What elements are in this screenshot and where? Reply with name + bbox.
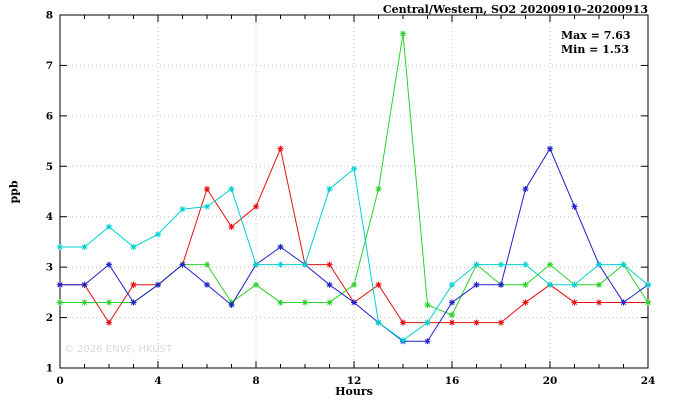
chart-title: Central/Western, SO2 20200910–20200913 <box>382 3 648 16</box>
svg-text:3: 3 <box>46 262 53 274</box>
y-axis-label: ppb <box>7 180 21 204</box>
min-value-label: Min = 1.53 <box>561 43 630 57</box>
svg-text:7: 7 <box>46 60 53 72</box>
svg-text:24: 24 <box>641 375 656 387</box>
svg-text:4: 4 <box>154 375 161 387</box>
svg-text:12: 12 <box>347 375 362 387</box>
x-axis-label: Hours <box>335 385 373 398</box>
svg-text:2: 2 <box>46 312 53 324</box>
svg-text:8: 8 <box>46 10 53 22</box>
max-min-annotation: Max = 7.63 Min = 1.53 <box>561 29 631 58</box>
svg-text:16: 16 <box>445 375 460 387</box>
svg-text:6: 6 <box>46 110 53 122</box>
svg-text:1: 1 <box>46 363 53 375</box>
max-value-label: Max = 7.63 <box>561 29 631 42</box>
svg-text:0: 0 <box>56 375 63 387</box>
watermark-text: © 2026 ENVF, HKUST <box>64 344 173 355</box>
svg-text:4: 4 <box>46 211 53 223</box>
svg-text:5: 5 <box>46 161 53 173</box>
svg-text:20: 20 <box>543 375 558 387</box>
svg-text:8: 8 <box>252 375 259 387</box>
